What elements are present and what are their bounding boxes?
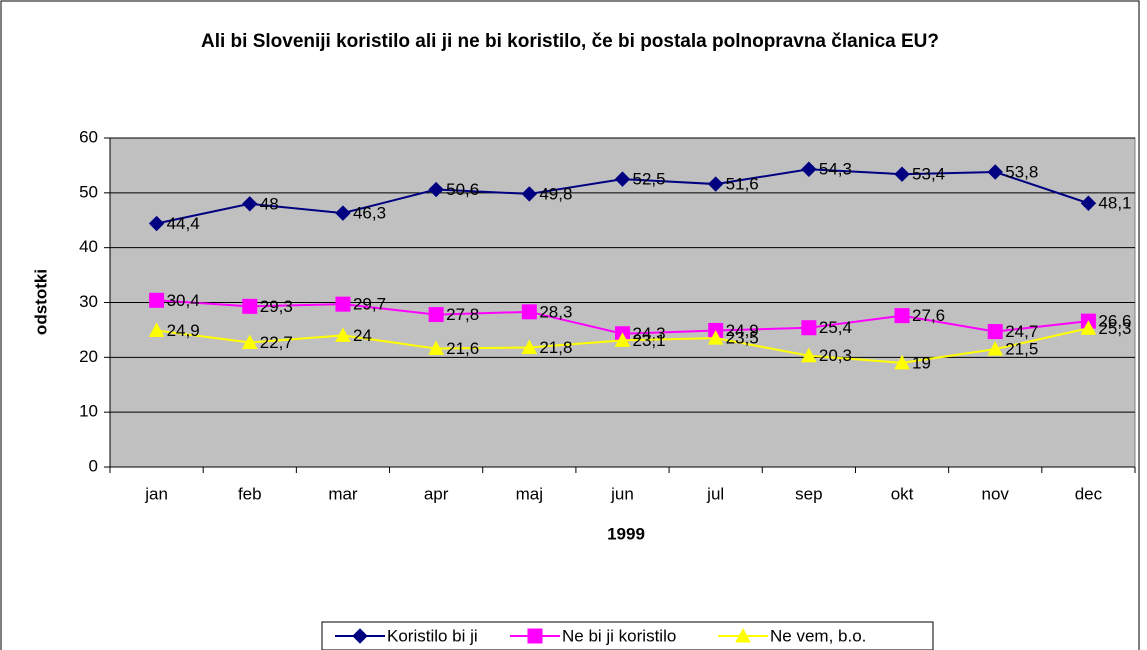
marker	[801, 161, 817, 177]
data-label: 44,4	[167, 214, 200, 233]
marker	[987, 341, 1004, 356]
marker	[707, 176, 724, 192]
marker	[335, 205, 351, 221]
marker	[428, 340, 444, 356]
x-tick-label: feb	[238, 484, 262, 503]
x-axis-label: 1999	[607, 524, 645, 543]
data-label: 50,6	[446, 180, 479, 199]
data-label: 19	[912, 353, 931, 372]
x-tick-label: sep	[795, 484, 822, 503]
marker	[707, 330, 724, 345]
data-label: 21,6	[446, 339, 479, 358]
data-label: 24,9	[726, 321, 759, 340]
data-label: 21,5	[1005, 340, 1038, 359]
marker	[521, 339, 538, 354]
marker	[149, 292, 165, 308]
marker	[242, 298, 258, 314]
y-tick-label: 0	[89, 456, 98, 475]
y-axis-label: odstotki	[31, 269, 50, 335]
y-tick-label: 20	[79, 347, 98, 366]
y-tick-label: 10	[79, 402, 98, 421]
x-tick-label: maj	[516, 484, 543, 503]
y-tick-label: 60	[79, 127, 98, 146]
marker	[335, 327, 351, 342]
marker	[614, 171, 631, 187]
data-label: 24,9	[167, 321, 200, 340]
marker	[428, 307, 444, 323]
legend-label: Ne bi ji koristilo	[562, 626, 676, 645]
data-label: 51,6	[726, 175, 759, 194]
data-label: 48	[260, 194, 279, 213]
marker	[521, 186, 538, 202]
data-label: 27,6	[912, 306, 945, 325]
data-label: 54,3	[819, 160, 852, 179]
marker	[801, 320, 817, 336]
data-label: 23,5	[726, 329, 759, 348]
data-label: 24,3	[633, 324, 666, 343]
chart-title: Ali bi Sloveniji koristilo ali ji ne bi …	[200, 31, 939, 52]
marker	[987, 164, 1003, 180]
data-label: 20,3	[819, 346, 852, 365]
data-label: 26,6	[1098, 312, 1131, 331]
data-label: 27,8	[446, 305, 479, 324]
marker	[527, 628, 543, 644]
marker	[987, 324, 1003, 340]
y-tick-label: 30	[79, 292, 98, 311]
data-label: 48,1	[1098, 194, 1131, 213]
marker	[335, 296, 351, 312]
data-label: 24,7	[1005, 322, 1038, 341]
marker	[894, 354, 910, 370]
data-label: 52,5	[633, 170, 666, 189]
x-tick-label: okt	[891, 484, 914, 503]
data-label: 25,4	[819, 318, 852, 337]
data-label: 30,4	[167, 291, 200, 310]
marker	[801, 347, 817, 363]
data-label: 28,3	[539, 302, 572, 321]
y-tick-label: 50	[79, 182, 98, 201]
x-tick-label: mar	[328, 484, 358, 503]
data-label: 49,8	[539, 184, 572, 203]
legend-label: Ne vem, b.o.	[770, 626, 866, 645]
marker	[241, 334, 258, 350]
marker	[352, 628, 368, 644]
x-tick-label: jul	[706, 484, 724, 503]
x-tick-label: jan	[144, 484, 168, 503]
data-label: 22,7	[260, 333, 293, 352]
marker	[242, 196, 258, 212]
marker	[735, 627, 751, 643]
legend-label: Koristilo bi ji	[387, 626, 478, 645]
x-tick-label: apr	[424, 484, 449, 503]
data-label: 53,4	[912, 165, 945, 184]
marker	[148, 322, 165, 337]
marker	[894, 308, 910, 324]
data-label: 23,1	[633, 331, 666, 350]
marker	[894, 166, 910, 182]
marker	[428, 181, 444, 198]
x-tick-label: jun	[610, 484, 634, 503]
y-tick-label: 40	[79, 237, 98, 256]
data-label: 29,3	[260, 297, 293, 316]
marker	[521, 304, 537, 320]
data-label: 25,3	[1098, 319, 1131, 338]
data-label: 24	[353, 326, 372, 345]
marker	[148, 215, 165, 232]
x-tick-label: nov	[982, 484, 1010, 503]
data-label: 29,7	[353, 295, 386, 314]
legend	[321, 621, 934, 650]
x-tick-label: dec	[1075, 484, 1103, 503]
data-label: 21,8	[539, 338, 572, 357]
marker	[1080, 320, 1097, 335]
data-label: 46,3	[353, 204, 386, 223]
marker	[614, 332, 631, 347]
marker	[1080, 195, 1097, 211]
data-label: 53,8	[1005, 162, 1038, 181]
